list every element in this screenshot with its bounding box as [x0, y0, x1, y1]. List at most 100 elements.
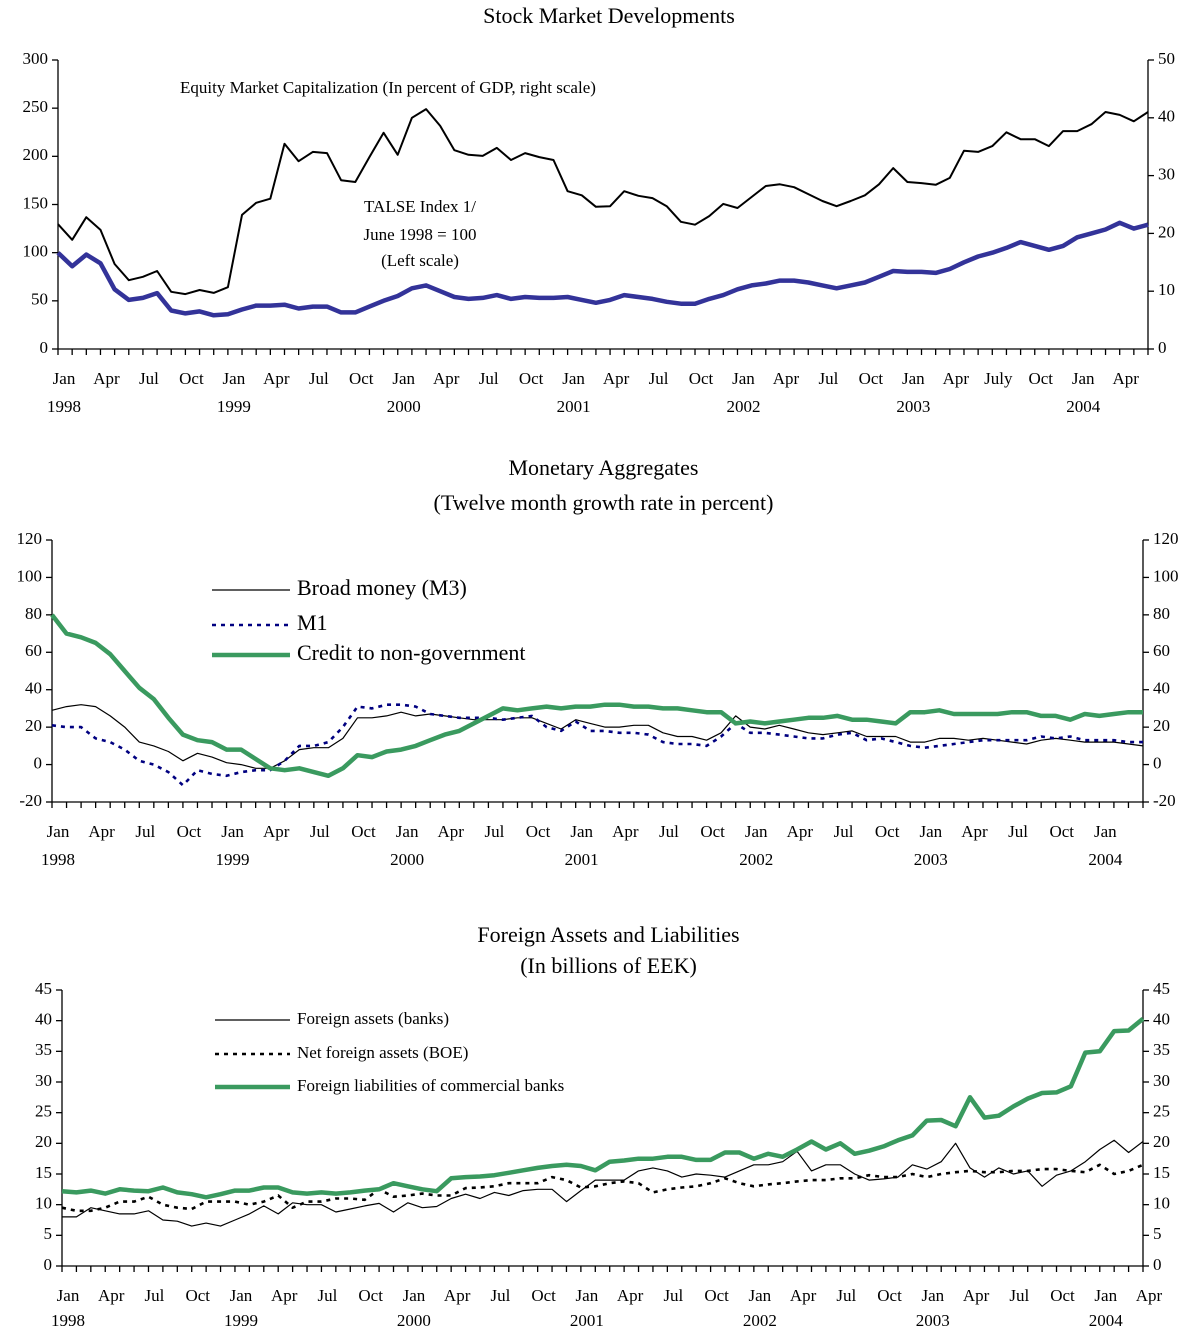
- legend-label: Foreign assets (banks): [297, 1009, 449, 1028]
- x-tick-label: Jan: [396, 822, 419, 841]
- y-tick-label: -20: [19, 791, 42, 810]
- x-tick-label: Jul: [318, 1286, 338, 1305]
- x-tick-label: Oct: [351, 822, 376, 841]
- x-tick-label: Jul: [1008, 822, 1028, 841]
- x-tick-label: Apr: [444, 1286, 471, 1305]
- y-tick-label: 200: [23, 145, 49, 164]
- chart-title: Foreign Assets and Liabilities: [477, 922, 739, 947]
- y2-tick-label: 20: [1158, 222, 1175, 241]
- x-tick-label: Oct: [859, 369, 884, 388]
- x-year-label: 2004: [1089, 1311, 1124, 1330]
- x-tick-label: Jan: [576, 1286, 599, 1305]
- x-year-label: 2003: [916, 1311, 950, 1330]
- x-year-label: 1998: [41, 850, 75, 869]
- x-year-label: 2001: [557, 397, 591, 416]
- y-tick-label: 45: [35, 979, 52, 998]
- legend-label: Net foreign assets (BOE): [297, 1043, 468, 1062]
- y-tick-label: 20: [35, 1132, 52, 1151]
- x-tick-label: Jul: [135, 822, 155, 841]
- x-year-label: 2001: [570, 1311, 604, 1330]
- chart-title: Stock Market Developments: [483, 3, 735, 28]
- x-tick-label: Oct: [519, 369, 544, 388]
- x-tick-label: July: [984, 369, 1013, 388]
- x-tick-label: Jul: [1009, 1286, 1029, 1305]
- y2-tick-label: 40: [1153, 1010, 1170, 1029]
- x-year-label: 2004: [1088, 850, 1123, 869]
- series-line: [61, 1017, 1145, 1200]
- x-tick-label: Jul: [484, 822, 504, 841]
- series-line: [51, 704, 1144, 769]
- x-year-label: 2002: [739, 850, 773, 869]
- x-tick-label: Jan: [1072, 369, 1095, 388]
- x-tick-label: Apr: [790, 1286, 817, 1305]
- annotation: Equity Market Capitalization (In percent…: [180, 78, 596, 97]
- x-tick-label: Apr: [1112, 369, 1139, 388]
- x-tick-label: Jan: [221, 822, 244, 841]
- y-tick-label: 40: [25, 679, 42, 698]
- y2-tick-label: 30: [1158, 165, 1175, 184]
- x-tick-label: Apr: [438, 822, 465, 841]
- y-tick-label: 250: [23, 97, 49, 116]
- x-tick-label: Apr: [271, 1286, 298, 1305]
- x-tick-label: Apr: [263, 822, 290, 841]
- y2-tick-label: 60: [1153, 641, 1170, 660]
- x-tick-label: Jan: [57, 1286, 80, 1305]
- x-year-label: 2000: [387, 397, 421, 416]
- x-tick-label: Jan: [919, 822, 942, 841]
- x-tick-label: Jul: [836, 1286, 856, 1305]
- y-tick-label: 35: [35, 1040, 52, 1059]
- x-year-label: 1999: [216, 850, 250, 869]
- x-year-label: 2003: [914, 850, 948, 869]
- y-tick-label: 25: [35, 1102, 52, 1121]
- x-tick-label: Jan: [403, 1286, 426, 1305]
- annotation: June 1998 = 100: [364, 225, 477, 244]
- x-tick-label: Oct: [689, 369, 714, 388]
- x-year-label: 2001: [565, 850, 599, 869]
- x-tick-label: Oct: [349, 369, 374, 388]
- y-tick-label: 80: [25, 604, 42, 623]
- chart-subtitle: (In billions of EEK): [520, 953, 697, 978]
- legend-label: Foreign liabilities of commercial banks: [297, 1076, 564, 1095]
- y2-tick-label: 120: [1153, 529, 1179, 548]
- y-tick-label: 20: [25, 716, 42, 735]
- x-tick-label: Oct: [875, 822, 900, 841]
- chart-subtitle: (Twelve month growth rate in percent): [434, 490, 774, 515]
- y2-tick-label: 10: [1153, 1194, 1170, 1213]
- x-tick-label: Oct: [877, 1286, 902, 1305]
- x-tick-label: Oct: [1050, 1286, 1075, 1305]
- x-tick-label: Apr: [943, 369, 970, 388]
- y-tick-label: 50: [31, 290, 48, 309]
- x-tick-label: Apr: [612, 822, 639, 841]
- x-tick-label: Apr: [617, 1286, 644, 1305]
- x-tick-label: Jan: [921, 1286, 944, 1305]
- series-line: [61, 1163, 1144, 1213]
- x-tick-label: Apr: [93, 369, 120, 388]
- x-year-label: 1998: [51, 1311, 85, 1330]
- y-tick-label: 10: [35, 1194, 52, 1213]
- x-tick-label: Jan: [745, 822, 768, 841]
- y-tick-label: 40: [35, 1010, 52, 1029]
- series-line: [56, 220, 1149, 318]
- x-tick-label: Apr: [603, 369, 630, 388]
- y2-tick-label: 20: [1153, 716, 1170, 735]
- y-tick-label: 5: [44, 1224, 53, 1243]
- y2-tick-label: 15: [1153, 1163, 1170, 1182]
- annotation: TALSE Index 1/: [364, 197, 476, 216]
- x-tick-label: Oct: [704, 1286, 729, 1305]
- x-tick-label: Jul: [649, 369, 669, 388]
- y2-tick-label: 0: [1158, 338, 1167, 357]
- x-tick-label: Apr: [787, 822, 814, 841]
- x-tick-label: Jul: [490, 1286, 510, 1305]
- legend-label: Credit to non-government: [297, 640, 526, 665]
- y2-tick-label: 40: [1158, 107, 1175, 126]
- x-tick-label: Jan: [570, 822, 593, 841]
- y2-tick-label: 50: [1158, 49, 1175, 68]
- x-tick-label: Jul: [659, 822, 679, 841]
- x-tick-label: Oct: [700, 822, 725, 841]
- y-tick-label: 100: [17, 566, 43, 585]
- y-tick-label: 300: [23, 49, 49, 68]
- series-line: [62, 1139, 1144, 1227]
- y-tick-label: 15: [35, 1163, 52, 1182]
- series-line: [50, 613, 1143, 779]
